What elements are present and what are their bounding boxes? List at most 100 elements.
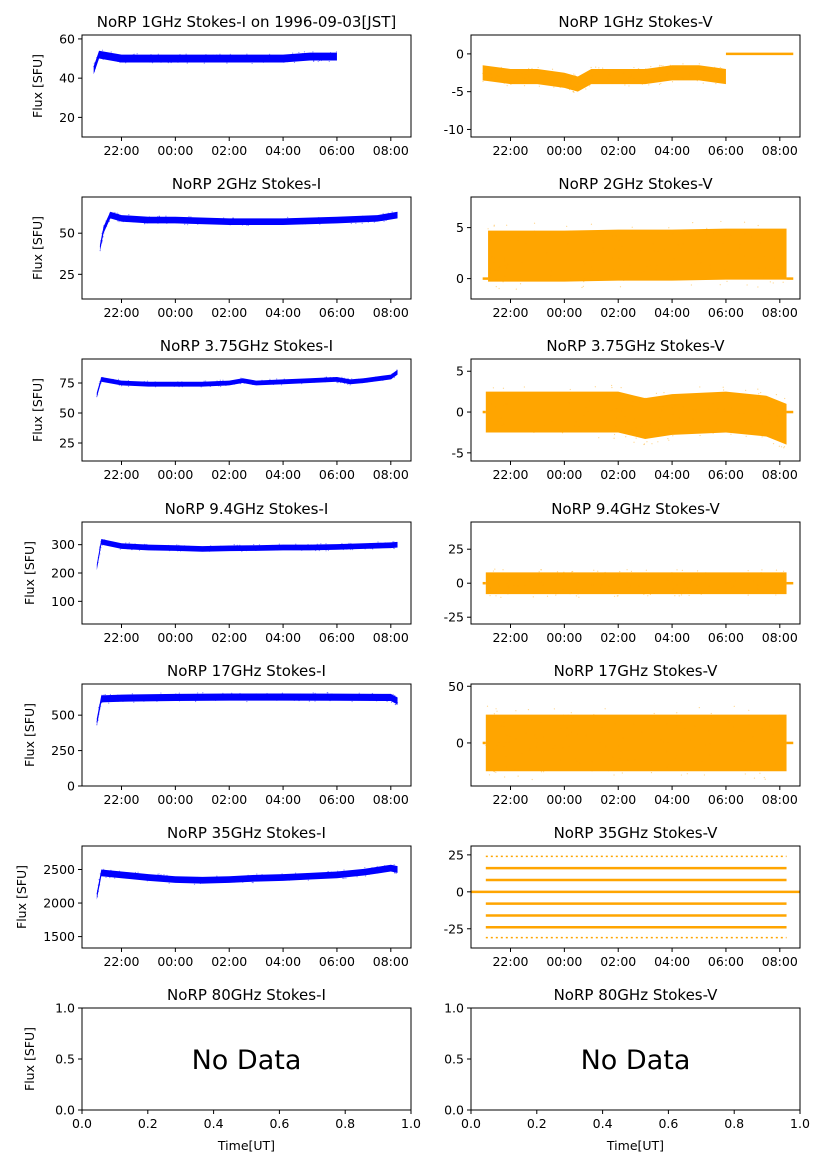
- scatter-point: [351, 378, 353, 380]
- scatter-point: [629, 585, 632, 587]
- scatter-point: [656, 75, 658, 77]
- scatter-point: [666, 723, 668, 725]
- scatter-point: [170, 548, 173, 550]
- scatter-point: [667, 741, 669, 744]
- scatter-point: [94, 67, 96, 69]
- scatter-point: [110, 51, 112, 53]
- scatter-point: [98, 879, 100, 881]
- scatter-point: [495, 286, 497, 288]
- scatter-point: [576, 588, 578, 590]
- scatter-point: [663, 392, 665, 394]
- scatter-point: [213, 695, 215, 697]
- scatter-point: [760, 572, 762, 574]
- scatter-point: [186, 62, 188, 64]
- scatter-point: [240, 379, 242, 381]
- scatter-point: [153, 698, 155, 700]
- scatter-point: [577, 82, 579, 84]
- scatter-point: [553, 708, 555, 710]
- scatter-point: [304, 53, 306, 55]
- scatter-point: [490, 403, 493, 405]
- scatter-point: [130, 58, 132, 60]
- scatter-point: [499, 579, 502, 581]
- scatter-point: [716, 67, 718, 69]
- scatter-point: [589, 85, 591, 87]
- scatter-point: [657, 441, 659, 443]
- scatter-point: [255, 381, 258, 383]
- axes-frame: [81, 683, 412, 787]
- scatter-point: [370, 547, 372, 550]
- x-tick-label: 1.0: [401, 1116, 421, 1131]
- scatter-point: [621, 772, 623, 774]
- scatter-point: [622, 737, 624, 739]
- scatter-point: [629, 255, 632, 257]
- scatter-point: [306, 872, 308, 875]
- scatter-point: [305, 57, 308, 59]
- scatter-point: [339, 874, 341, 877]
- scatter-point: [671, 406, 673, 409]
- scatter-point: [377, 217, 379, 220]
- scatter-point: [758, 393, 760, 395]
- scatter-point: [390, 701, 393, 703]
- scatter-point: [110, 869, 112, 871]
- scatter-point: [113, 698, 115, 700]
- scatter-point: [372, 548, 374, 550]
- scatter-point: [318, 872, 320, 874]
- scatter-point: [349, 379, 351, 381]
- scatter-point: [283, 61, 285, 63]
- scatter-point: [117, 220, 119, 222]
- scatter-point: [772, 734, 774, 736]
- scatter-point: [589, 273, 591, 275]
- scatter-point: [160, 54, 162, 57]
- scatter-point: [210, 549, 212, 551]
- x-tick-label: 00:00: [157, 143, 193, 158]
- x-tick-label: 06:00: [319, 305, 355, 320]
- scatter-point: [631, 406, 633, 408]
- scatter-point: [652, 243, 654, 245]
- scatter-point: [256, 545, 258, 547]
- scatter-point: [622, 72, 625, 74]
- chart-title: NoRP 3.75GHz Stokes-V: [546, 337, 725, 355]
- scatter-point: [750, 236, 753, 238]
- scatter-point: [161, 382, 163, 384]
- scatter-point: [120, 215, 122, 217]
- scatter-point: [719, 754, 721, 757]
- scatter-point: [338, 547, 340, 550]
- scatter-point: [104, 698, 106, 700]
- scatter-point: [494, 269, 496, 271]
- scatter-point: [383, 544, 385, 546]
- scatter-point: [337, 695, 339, 697]
- scatter-point: [575, 595, 577, 597]
- scatter-point: [247, 874, 249, 877]
- scatter-point: [580, 430, 582, 433]
- scatter-point: [236, 545, 238, 548]
- scatter-point: [597, 270, 599, 272]
- scatter-point: [376, 700, 378, 702]
- scatter-point: [369, 699, 371, 701]
- scatter-point: [329, 700, 331, 702]
- scatter-point: [116, 382, 118, 384]
- scatter-point: [96, 721, 98, 723]
- scatter-point: [125, 62, 127, 64]
- x-tick-label: 08:00: [762, 630, 798, 645]
- scatter-point: [718, 69, 720, 71]
- scatter-point: [106, 697, 108, 699]
- scatter-point: [715, 411, 717, 414]
- scatter-point: [97, 59, 99, 62]
- scatter-point: [220, 385, 222, 388]
- scatter-point: [692, 409, 694, 411]
- scatter-point: [489, 595, 491, 597]
- scatter-point: [222, 220, 224, 222]
- x-tick-label: 0.6: [269, 1116, 289, 1131]
- scatter-point: [757, 286, 759, 288]
- scatter-point: [494, 77, 497, 79]
- scatter-point: [495, 423, 497, 425]
- scatter-point: [257, 220, 259, 223]
- scatter-point: [343, 377, 345, 379]
- scatter-point: [569, 83, 572, 86]
- scatter-point: [727, 719, 730, 722]
- scatter-point: [100, 540, 102, 542]
- scatter-point: [722, 263, 725, 265]
- scatter-point: [688, 592, 690, 594]
- scatter-point: [213, 549, 216, 552]
- scatter-point: [703, 717, 705, 719]
